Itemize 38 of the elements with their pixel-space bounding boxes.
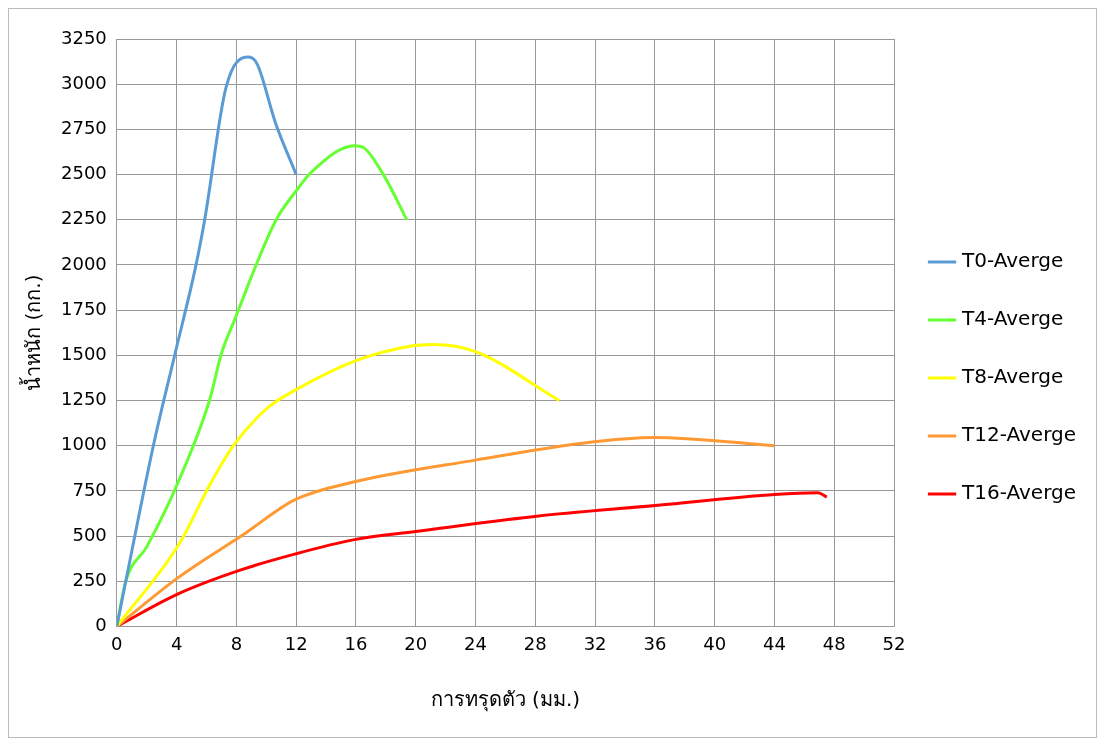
y-tick-label: 2500 <box>61 162 107 184</box>
x-tick-label: 48 <box>822 632 846 654</box>
x-tick-label: 8 <box>230 632 243 654</box>
x-axis-title: การทรุดตัว (มม.) <box>430 687 581 713</box>
legend-label: T4-Averge <box>961 306 1064 331</box>
y-tick-label: 3250 <box>61 26 107 48</box>
line-series <box>116 436 776 627</box>
y-tick-label: 500 <box>72 523 107 545</box>
y-axis-title: น้ำหนัก (กก.) <box>19 274 46 391</box>
x-tick-label: 28 <box>523 632 547 654</box>
x-tick-label: 4 <box>170 632 183 654</box>
y-tick-label: 1250 <box>61 388 107 410</box>
y-tick-label: 1750 <box>61 297 107 319</box>
x-tick-label: 52 <box>882 632 906 654</box>
y-tick-label: 3000 <box>61 71 107 93</box>
y-tick-label: 750 <box>72 478 107 500</box>
legend-label: T8-Averge <box>961 364 1064 389</box>
x-tick-label: 24 <box>464 632 487 654</box>
y-tick-label: 0 <box>95 614 107 636</box>
line-series <box>116 55 298 627</box>
legend-label: T0-Averge <box>961 248 1064 273</box>
x-tick-label: 40 <box>703 632 727 654</box>
legend-label: T12-Averge <box>961 422 1076 447</box>
y-tick-label: 2250 <box>61 207 107 229</box>
y-tick-label: 1500 <box>61 342 107 364</box>
y-tick-label: 2000 <box>61 252 107 274</box>
legend-label: T16-Averge <box>961 480 1076 505</box>
y-tick-label: 1000 <box>61 433 107 455</box>
x-tick-label: 0 <box>111 632 123 654</box>
x-tick-label: 44 <box>763 632 786 654</box>
y-tick-label: 250 <box>72 568 107 590</box>
y-tick-label: 2750 <box>61 117 107 139</box>
x-tick-label: 36 <box>643 632 667 654</box>
x-tick-label: 20 <box>404 632 428 654</box>
x-tick-label: 16 <box>344 632 368 654</box>
x-tick-label: 12 <box>284 632 308 654</box>
x-tick-label: 32 <box>583 632 607 654</box>
line-series <box>116 342 561 627</box>
